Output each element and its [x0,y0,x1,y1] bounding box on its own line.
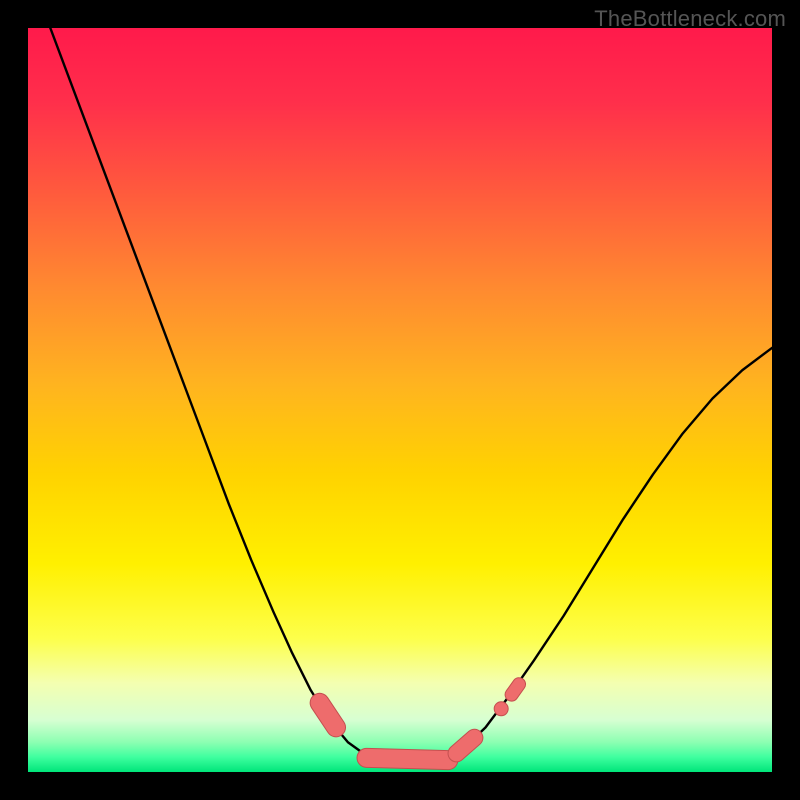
bead [367,758,449,760]
gradient-background [28,28,772,772]
bead [494,702,508,716]
bead [512,684,519,694]
bottleneck-chart [0,0,800,800]
watermark-text: TheBottleneck.com [594,6,786,32]
